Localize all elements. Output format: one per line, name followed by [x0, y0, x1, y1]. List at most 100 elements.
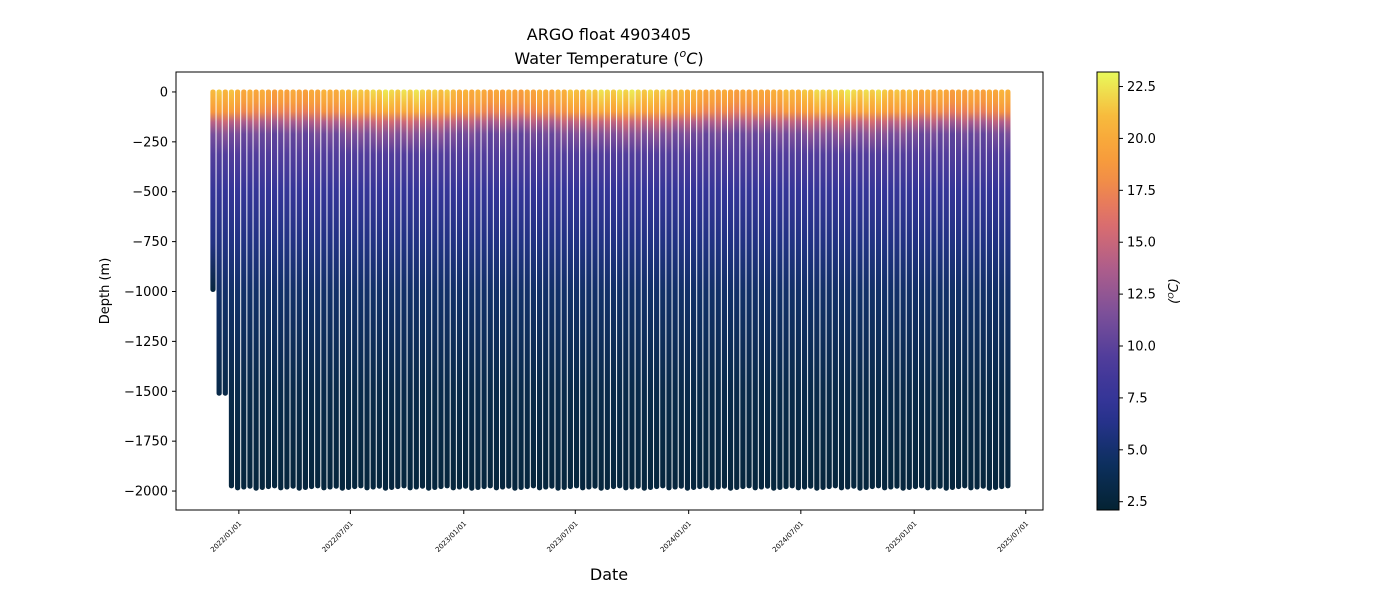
profile-column [530, 89, 536, 489]
profile-column [499, 89, 506, 490]
x-tick-label: 2024/01/01 [659, 520, 693, 554]
profile-column [302, 89, 309, 490]
profile-column [647, 89, 654, 490]
profile-column [814, 89, 820, 491]
profile-column [623, 89, 629, 491]
colorbar-tick-label: 2.5 [1127, 495, 1148, 510]
profile-column [327, 89, 333, 490]
profile-column [925, 89, 931, 491]
profile-column [919, 89, 925, 489]
profile-column [974, 89, 980, 490]
profile-column [703, 89, 709, 489]
profile-column [419, 89, 426, 489]
profile-column [962, 89, 968, 489]
profile-column [339, 89, 345, 491]
profile-column [382, 89, 389, 491]
profile-column [906, 89, 912, 490]
profile-column [413, 89, 419, 490]
profile-column [826, 89, 832, 490]
profile-column [271, 89, 278, 489]
colorbar-ticks: 2.5 5.0 7.5 10.0 12.5 15.0 17.5 20.0 22.5 [1119, 80, 1156, 510]
colorbar-tick-label: 12.5 [1127, 288, 1156, 303]
profile-column [450, 89, 456, 491]
profile-column [555, 89, 561, 491]
profile-column [832, 89, 838, 489]
profile-column [364, 89, 370, 491]
profile-column [567, 89, 573, 490]
profiles-layer [210, 89, 1011, 491]
y-axis-label: Depth (m) [98, 258, 113, 325]
profile-column [882, 89, 888, 491]
profile-column [592, 89, 598, 489]
profile-column [536, 89, 543, 491]
colorbar-tick-label: 17.5 [1127, 184, 1156, 199]
profile-column [438, 89, 444, 490]
profile-column [610, 89, 617, 490]
profile-column [764, 89, 771, 489]
profile-column [758, 89, 764, 490]
colorbar-tick-label: 10.0 [1127, 340, 1156, 355]
profile-column [912, 89, 919, 490]
profile-column [777, 89, 783, 490]
profile-column [506, 89, 512, 489]
profile-column [358, 89, 364, 489]
chart-subtitle: Water Temperature (oC) [514, 47, 703, 68]
profile-column [851, 89, 857, 489]
profile-column [296, 89, 302, 491]
profile-column [284, 89, 290, 490]
y-tick-label: −500 [132, 185, 168, 200]
y-axis: 0 −250 −500 −750 −1000 −1250 −1500 −1750 −2000 [124, 85, 176, 500]
y-tick-label: −1500 [124, 385, 168, 400]
profile-column [259, 89, 265, 490]
colorbar-tick-label: 15.0 [1127, 236, 1156, 251]
profile-column [672, 89, 678, 490]
profile-column [678, 89, 684, 489]
profile-column [315, 89, 321, 489]
profile-column [222, 89, 228, 396]
profile-column [586, 89, 592, 490]
colorbar [1096, 71, 1120, 511]
x-axis-label: Date [590, 565, 628, 584]
profile-column [456, 89, 463, 490]
profile-column [487, 89, 493, 489]
profile-column [253, 89, 259, 491]
y-tick-label: −250 [132, 135, 168, 150]
x-axis: 2022/01/01 2022/07/01 2023/01/01 2023/07/01… [209, 510, 1030, 554]
profile-column [235, 89, 241, 491]
profile-column [684, 89, 691, 491]
profile-column [691, 89, 697, 490]
profile-column [783, 89, 789, 490]
profile-column [931, 89, 937, 490]
profile-column [697, 89, 703, 490]
profile-column [838, 89, 845, 491]
profile-column [345, 89, 352, 490]
profile-column [333, 89, 339, 489]
profile-column [463, 89, 469, 489]
profile-column [857, 89, 863, 491]
profile-column [734, 89, 740, 490]
profile-column [937, 89, 943, 489]
profile-column [444, 89, 450, 489]
profile-column [524, 89, 530, 490]
profile-column [999, 89, 1005, 490]
profile-column [216, 89, 222, 396]
profile-column [321, 89, 327, 491]
colorbar-tick-label: 20.0 [1127, 132, 1156, 147]
profile-column [407, 89, 413, 491]
y-tick-label: −1250 [124, 335, 168, 350]
profile-column [543, 89, 549, 490]
profile-column [352, 89, 358, 490]
profile-column [752, 89, 758, 491]
x-tick-label: 2023/01/01 [434, 520, 468, 554]
profile-column [241, 89, 247, 490]
profile-column [432, 89, 438, 490]
profile-column [641, 89, 647, 491]
profile-column [561, 89, 567, 490]
x-tick-label: 2023/07/01 [546, 520, 580, 554]
profile-column [666, 89, 672, 491]
profile-column [949, 89, 956, 490]
profile-column [808, 89, 814, 489]
profile-column [654, 89, 660, 490]
profile-column [789, 89, 795, 489]
